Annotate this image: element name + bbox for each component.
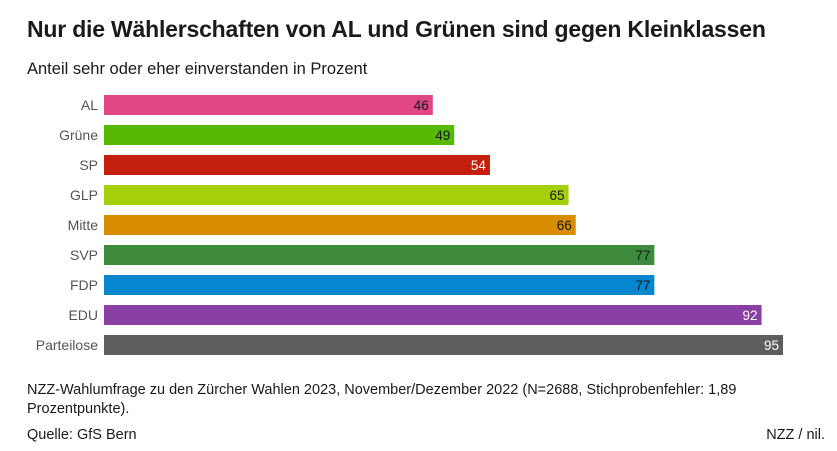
value-label: 77: [635, 278, 650, 293]
bar: [104, 185, 569, 205]
value-label: 49: [435, 128, 450, 143]
value-label: 66: [557, 218, 572, 233]
category-label: AL: [81, 97, 98, 113]
bar: [104, 335, 783, 355]
bar: [104, 155, 490, 175]
bar: [104, 245, 655, 265]
credit-label: NZZ / nil.: [766, 427, 825, 443]
category-label: Parteilose: [36, 337, 98, 353]
value-label: 77: [635, 248, 650, 263]
category-label: GLP: [70, 187, 98, 203]
category-label: Mitte: [68, 217, 99, 233]
value-label: 65: [550, 188, 565, 203]
bar-chart: AL 46 Grüne 49 SP 54 GLP 65 Mitte 66 SVP 77 FDP 77 EDU…: [36, 95, 783, 355]
category-label: SVP: [70, 247, 98, 263]
category-label: EDU: [68, 307, 98, 323]
value-label: 92: [743, 308, 758, 323]
value-label: 54: [471, 158, 487, 173]
bar: [104, 215, 576, 235]
source-label: Quelle: GfS Bern: [27, 427, 137, 443]
bar: [104, 95, 433, 115]
category-label: SP: [79, 157, 98, 173]
bar: [104, 125, 455, 145]
value-label: 46: [414, 98, 429, 113]
bar: [104, 305, 762, 325]
category-label: Grüne: [59, 127, 98, 143]
chart-subtitle: Anteil sehr oder eher einverstanden in P…: [27, 60, 368, 78]
category-label: FDP: [70, 277, 98, 293]
footnote: NZZ-Wahlumfrage zu den Zürcher Wahlen 20…: [27, 382, 737, 417]
chart-title: Nur die Wählerschaften von AL und Grünen…: [27, 16, 766, 42]
bar: [104, 275, 655, 295]
value-label: 95: [764, 338, 779, 353]
